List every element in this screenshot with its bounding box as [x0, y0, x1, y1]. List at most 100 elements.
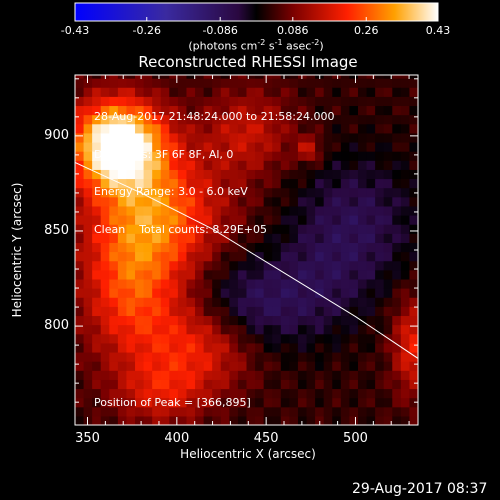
- heatmap-cell: [135, 342, 145, 353]
- heatmap-cell: [229, 333, 239, 344]
- heatmap-cell: [160, 233, 170, 243]
- heatmap-cell: [117, 224, 128, 234]
- heatmap-cell: [143, 269, 153, 280]
- heatmap-cell: [143, 96, 153, 107]
- heatmap-cell: [229, 96, 239, 107]
- heatmap-cell: [237, 215, 248, 225]
- heatmap-cell: [195, 132, 205, 143]
- heatmap-cell: [332, 297, 342, 307]
- heatmap-cell: [383, 342, 393, 353]
- heatmap-cell: [263, 297, 273, 307]
- heatmap-cell: [263, 415, 273, 425]
- heatmap-cell: [306, 269, 316, 280]
- heatmap-cell: [349, 342, 359, 353]
- heatmap-cell: [263, 397, 273, 408]
- heatmap-cell: [177, 78, 188, 88]
- heatmap-cell: [263, 406, 273, 417]
- heatmap-cell: [332, 278, 342, 289]
- heatmap-cell: [160, 324, 170, 335]
- heatmap-cell: [272, 288, 282, 298]
- heatmap-cell: [160, 114, 170, 125]
- heatmap-cell: [109, 105, 119, 116]
- heatmap-cell: [229, 215, 239, 225]
- heatmap-cell: [92, 75, 102, 79]
- heatmap-cell: [177, 132, 188, 143]
- heatmap-cell: [186, 361, 196, 371]
- heatmap-cell: [323, 233, 333, 243]
- heatmap-cell: [186, 260, 196, 271]
- heatmap-cell: [289, 205, 299, 216]
- heatmap-cell: [126, 87, 136, 97]
- heatmap-cell: [135, 260, 145, 271]
- heatmap-cell: [272, 415, 282, 425]
- heatmap-cell: [255, 123, 265, 134]
- heatmap-cell: [195, 187, 205, 198]
- heatmap-cell: [255, 269, 265, 280]
- heatmap-cell: [340, 78, 350, 88]
- heatmap-cell: [297, 187, 308, 198]
- heatmap-cell: [272, 269, 282, 280]
- heatmap-cell: [220, 388, 230, 399]
- heatmap-cell: [212, 105, 222, 116]
- heatmap-cell: [135, 297, 145, 307]
- heatmap-cell: [340, 406, 350, 417]
- heatmap-cell: [357, 415, 368, 425]
- heatmap-cell: [289, 288, 299, 298]
- heatmap-cell: [297, 87, 308, 97]
- heatmap-cell: [272, 342, 282, 353]
- heatmap-cell: [255, 315, 265, 326]
- heatmap-cell: [315, 251, 325, 262]
- heatmap-cell: [135, 370, 145, 380]
- heatmap-cell: [297, 141, 308, 152]
- heatmap-cell: [92, 114, 102, 125]
- heatmap-cell: [323, 132, 333, 143]
- heatmap-cell: [289, 196, 299, 207]
- heatmap-cell: [117, 342, 128, 353]
- heatmap-cell: [392, 78, 402, 88]
- heatmap-cell: [340, 123, 350, 134]
- heatmap-cell: [126, 78, 136, 88]
- heatmap-cell: [315, 160, 325, 170]
- heatmap-cell: [366, 415, 376, 425]
- heatmap-cell: [195, 324, 205, 335]
- heatmap-cell: [237, 351, 248, 362]
- heatmap-cell: [315, 151, 325, 161]
- heatmap-cell: [255, 105, 265, 116]
- heatmap-cell: [152, 251, 162, 262]
- heatmap-cell: [160, 141, 170, 152]
- heatmap-cell: [83, 379, 93, 390]
- heatmap-cell: [306, 324, 316, 335]
- heatmap-cell: [357, 132, 368, 143]
- heatmap-cell: [169, 379, 179, 390]
- heatmap-cell: [229, 78, 239, 88]
- heatmap-cell: [392, 196, 402, 207]
- heatmap-cell: [392, 205, 402, 216]
- heatmap-cell: [246, 251, 256, 262]
- heatmap-cell: [409, 196, 418, 207]
- heatmap-cell: [383, 141, 393, 152]
- heatmap-cell: [220, 123, 230, 134]
- heatmap-cell: [306, 370, 316, 380]
- heatmap-cell: [375, 87, 385, 97]
- heatmap-cell: [169, 278, 179, 289]
- heatmap-cell: [135, 160, 145, 170]
- heatmap-cell: [409, 342, 418, 353]
- heatmap-cell: [255, 397, 265, 408]
- heatmap-cell: [289, 160, 299, 170]
- heatmap-cell: [143, 406, 153, 417]
- heatmap-cell: [152, 75, 162, 79]
- heatmap-cell: [392, 278, 402, 289]
- heatmap-cell: [195, 260, 205, 271]
- heatmap-cell: [375, 169, 385, 180]
- heatmap-cell: [297, 224, 308, 234]
- heatmap-cell: [135, 333, 145, 344]
- heatmap-cell: [315, 205, 325, 216]
- heatmap-cell: [289, 278, 299, 289]
- heatmap-cell: [195, 75, 205, 79]
- heatmap-cell: [92, 187, 102, 198]
- heatmap-cell: [135, 233, 145, 243]
- heatmap-cell: [306, 123, 316, 134]
- heatmap-cell: [195, 105, 205, 116]
- heatmap-cell: [83, 78, 93, 88]
- heatmap-cell: [332, 123, 342, 134]
